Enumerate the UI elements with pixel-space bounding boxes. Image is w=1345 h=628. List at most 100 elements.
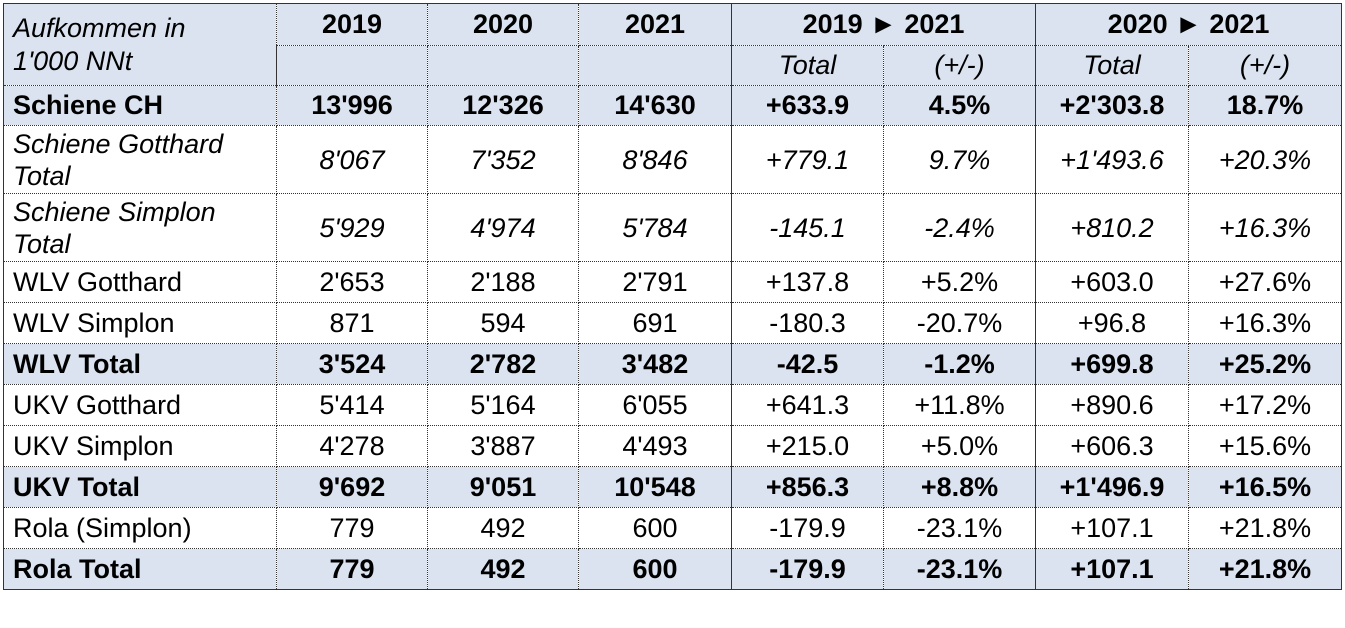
cell-2020: 4'974 (427, 193, 579, 262)
header-group-2019-2021: 2019 ► 2021 (730, 3, 1037, 46)
table-row: Rola (Simplon) 779 492 600 -179.9 -23.1%… (3, 507, 1343, 549)
header-row-1: Aufkommen in 1'000 NNt 2019 2020 2021 20… (3, 3, 1343, 86)
cell-pct-b: +21.8% (1188, 507, 1343, 549)
cell-pct-a: -20.7% (882, 302, 1037, 344)
cell-2019: 5'414 (276, 384, 428, 426)
cell-2019: 779 (276, 507, 428, 549)
cell-2020: 2'782 (427, 343, 579, 385)
cell-2020: 2'188 (427, 261, 579, 303)
header-sub-total-a: Total (731, 45, 884, 86)
cell-total-b: +2'303.8 (1035, 85, 1190, 126)
cell-2019: 2'653 (276, 261, 428, 303)
cell-total-b: +96.8 (1035, 302, 1190, 344)
cell-2021: 6'055 (578, 384, 732, 426)
cell-2021: 600 (578, 507, 732, 549)
cell-total-a: +856.3 (731, 466, 884, 508)
cell-2019: 5'929 (276, 193, 428, 262)
cell-2019: 871 (276, 302, 428, 344)
cell-total-b: +603.0 (1035, 261, 1190, 303)
cell-total-b: +699.8 (1035, 343, 1190, 385)
cell-2021: 8'846 (578, 125, 732, 194)
cell-2020: 12'326 (427, 85, 579, 126)
header-year-2020: 2020 (427, 3, 579, 46)
header-sub-pct-a: (+/-) (882, 45, 1037, 86)
cell-pct-b: 18.7% (1188, 85, 1343, 126)
cell-2021: 3'482 (578, 343, 732, 385)
row-label: WLV Gotthard (3, 261, 277, 303)
header-sub-total-b: Total (1035, 45, 1190, 86)
cell-2019: 9'692 (276, 466, 428, 508)
table-row: UKV Simplon 4'278 3'887 4'493 +215.0 +5.… (3, 425, 1343, 467)
cell-pct-b: +27.6% (1188, 261, 1343, 303)
cell-2020: 5'164 (427, 384, 579, 426)
header-title-line2: 1'000 NNt (13, 45, 133, 76)
header-group-2020-2021: 2020 ► 2021 (1035, 3, 1343, 46)
table-row: Rola Total 779 492 600 -179.9 -23.1% +10… (3, 548, 1343, 590)
cell-pct-a: +11.8% (882, 384, 1037, 426)
row-label: Schiene Gotthard Total (3, 125, 277, 194)
cell-total-a: +633.9 (731, 85, 884, 126)
cell-total-a: +779.1 (731, 125, 884, 194)
cell-2020: 9'051 (427, 466, 579, 508)
row-label: UKV Gotthard (3, 384, 277, 426)
cell-pct-a: -23.1% (882, 507, 1037, 549)
cell-pct-a: -23.1% (882, 548, 1037, 590)
cell-2021: 14'630 (578, 85, 732, 126)
row-label: Schiene CH (3, 85, 277, 126)
header-row-2: Total (+/-) Total (+/-) (4, 45, 1343, 86)
cell-pct-a: +5.2% (882, 261, 1037, 303)
cell-pct-b: +16.3% (1188, 193, 1343, 262)
cell-2021: 2'791 (578, 261, 732, 303)
cell-total-a: +215.0 (731, 425, 884, 467)
row-label: WLV Simplon (3, 302, 277, 344)
row-label: UKV Simplon (3, 425, 277, 467)
table-row: Schiene Simplon Total 5'929 4'974 5'784 … (3, 193, 1343, 262)
cell-2020: 7'352 (427, 125, 579, 194)
cell-total-b: +810.2 (1035, 193, 1190, 262)
freight-volume-table-container: Aufkommen in 1'000 NNt 2019 2020 2021 20… (3, 3, 1343, 590)
cell-pct-a: 4.5% (882, 85, 1037, 126)
cell-pct-a: +8.8% (882, 466, 1037, 508)
cell-2019: 8'067 (276, 125, 428, 194)
cell-total-b: +107.1 (1035, 548, 1190, 590)
row-label: Rola Total (3, 548, 277, 590)
cell-total-a: -179.9 (731, 507, 884, 549)
header-title-line1: Aufkommen in (13, 12, 186, 43)
cell-total-b: +890.6 (1035, 384, 1190, 426)
cell-2021: 600 (578, 548, 732, 590)
cell-total-a: -179.9 (731, 548, 884, 590)
cell-2020: 492 (427, 507, 579, 549)
freight-volume-table: Aufkommen in 1'000 NNt 2019 2020 2021 20… (3, 3, 1343, 590)
cell-pct-b: +20.3% (1188, 125, 1343, 194)
cell-total-a: -42.5 (731, 343, 884, 385)
header-title-cell: Aufkommen in 1'000 NNt (3, 3, 277, 86)
header-blank-2019 (276, 45, 428, 86)
cell-2021: 691 (578, 302, 732, 344)
row-label: UKV Total (3, 466, 277, 508)
header-year-2021: 2021 (578, 3, 732, 46)
cell-pct-a: -2.4% (882, 193, 1037, 262)
cell-pct-a: -1.2% (882, 343, 1037, 385)
cell-total-a: -145.1 (731, 193, 884, 262)
header-blank-2020 (427, 45, 579, 86)
cell-total-a: +137.8 (731, 261, 884, 303)
cell-2020: 492 (427, 548, 579, 590)
cell-2019: 3'524 (276, 343, 428, 385)
cell-2021: 4'493 (578, 425, 732, 467)
cell-total-b: +606.3 (1035, 425, 1190, 467)
cell-total-b: +1'493.6 (1035, 125, 1190, 194)
table-row: WLV Total 3'524 2'782 3'482 -42.5 -1.2% … (3, 343, 1343, 385)
header-year-2019: 2019 (276, 3, 428, 46)
cell-pct-b: +17.2% (1188, 384, 1343, 426)
table-row: WLV Simplon 871 594 691 -180.3 -20.7% +9… (3, 302, 1343, 344)
row-label: WLV Total (3, 343, 277, 385)
table-row: WLV Gotthard 2'653 2'188 2'791 +137.8 +5… (3, 261, 1343, 303)
cell-pct-a: +5.0% (882, 425, 1037, 467)
cell-total-a: +641.3 (731, 384, 884, 426)
cell-2021: 5'784 (578, 193, 732, 262)
row-label: Rola (Simplon) (3, 507, 277, 549)
header-blank-2021 (578, 45, 732, 86)
header-sub-pct-b: (+/-) (1188, 45, 1343, 86)
cell-total-a: -180.3 (731, 302, 884, 344)
cell-2019: 13'996 (276, 85, 428, 126)
